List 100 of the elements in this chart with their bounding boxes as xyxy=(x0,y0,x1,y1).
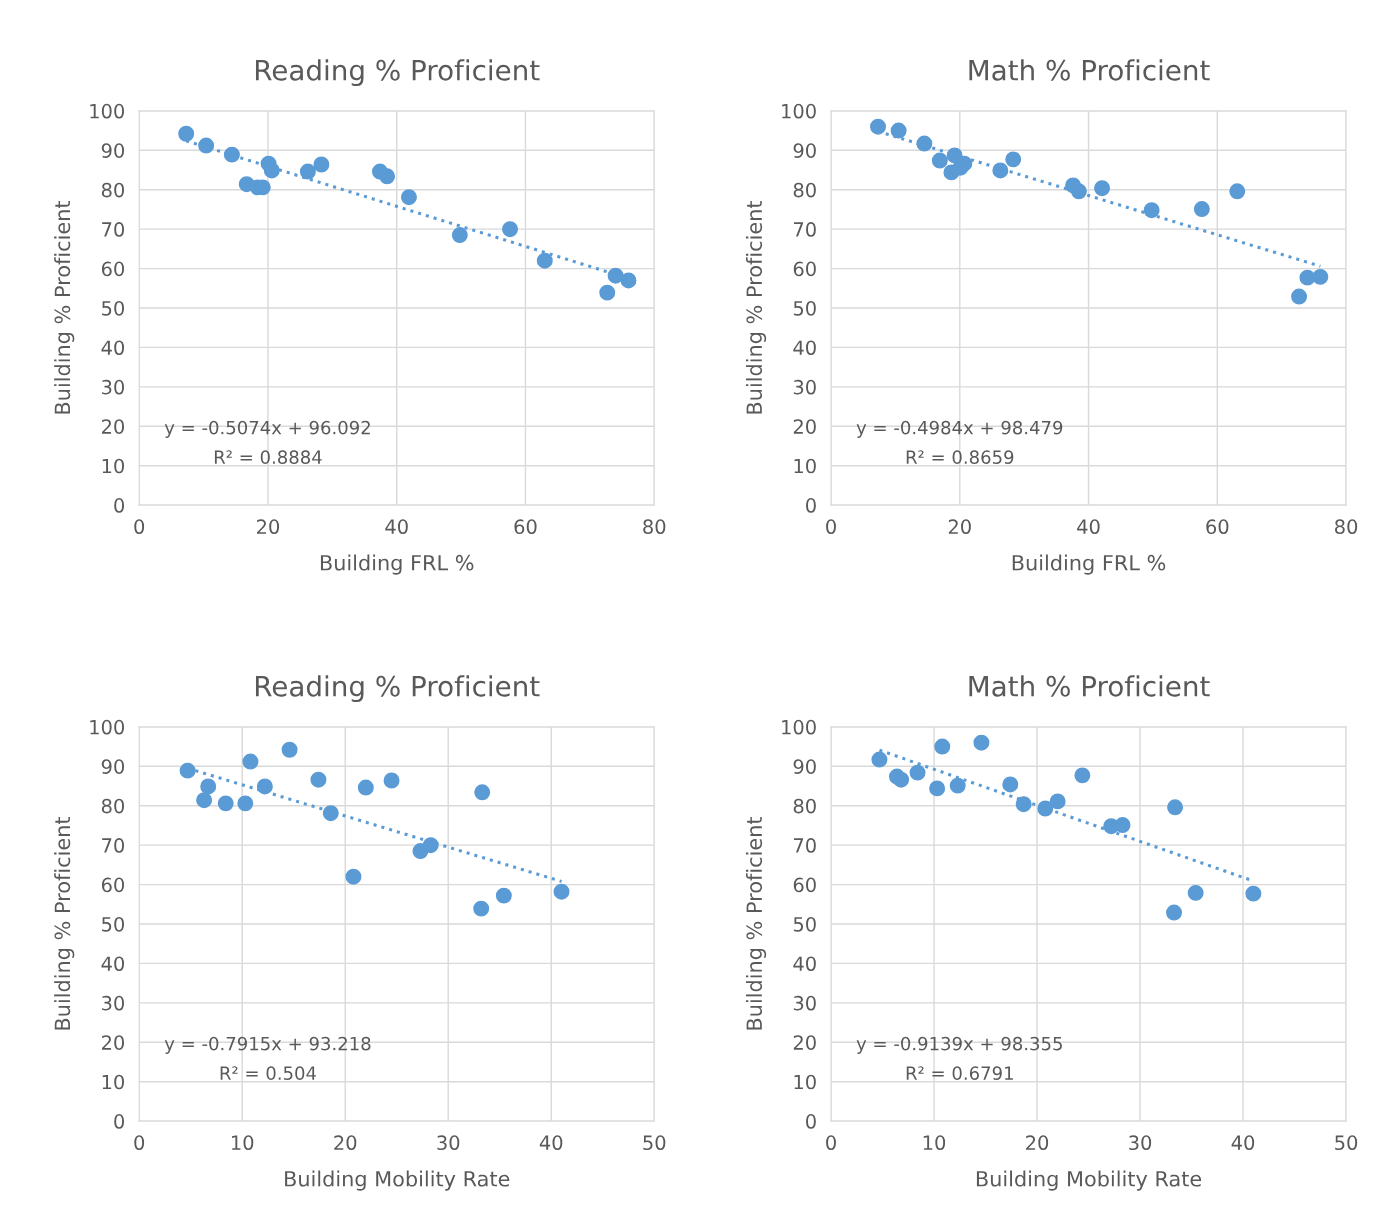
x-tick-label: 50 xyxy=(643,1135,666,1151)
point xyxy=(1094,180,1111,197)
point xyxy=(870,118,886,135)
point xyxy=(893,771,910,788)
point xyxy=(495,887,512,904)
point xyxy=(1114,817,1131,834)
y-tick-label: 30 xyxy=(102,995,125,1011)
point xyxy=(198,137,215,154)
point xyxy=(973,734,990,751)
y-tick-label: 20 xyxy=(793,1035,816,1050)
point xyxy=(992,162,1009,179)
y-tick-label: 30 xyxy=(793,379,816,395)
x-tick-label: 30 xyxy=(437,1135,460,1151)
point xyxy=(474,784,491,801)
point xyxy=(934,738,951,755)
x-tick-label: 20 xyxy=(948,519,971,535)
point xyxy=(1143,202,1160,219)
chart-title: Math % Proficient xyxy=(969,59,1210,81)
point xyxy=(451,227,468,244)
point xyxy=(379,168,396,185)
y-tick-label: 20 xyxy=(101,1035,125,1050)
x-tick-label: 20 xyxy=(1026,1135,1049,1151)
y-tick-label: 10 xyxy=(102,1074,125,1090)
y-tick-label: 70 xyxy=(102,222,125,237)
y-tick-label: 60 xyxy=(101,877,125,893)
point xyxy=(263,162,280,179)
y-tick-label: 40 xyxy=(101,956,125,972)
x-axis-title: Building Mobility Rate xyxy=(976,1170,1202,1191)
point xyxy=(620,272,637,289)
point xyxy=(322,805,339,822)
x-tick-label: 0 xyxy=(826,1135,836,1151)
y-tick-label: 10 xyxy=(794,458,816,474)
x-axis-title: Building FRL % xyxy=(1012,554,1166,575)
annotation: R² = 0.6791 xyxy=(906,1066,1013,1080)
point xyxy=(1291,288,1308,305)
point xyxy=(553,883,570,900)
x-tick-label: 50 xyxy=(1335,1135,1358,1151)
x-tick-label: 40 xyxy=(385,519,408,535)
x-tick-label: 60 xyxy=(1206,519,1229,535)
x-tick-label: 80 xyxy=(643,519,666,535)
point xyxy=(931,152,948,169)
annotation: R² = 0.504 xyxy=(220,1066,316,1080)
point xyxy=(281,741,298,758)
x-axis-title: Building Mobility Rate xyxy=(285,1170,510,1191)
y-axis-title: Building % Proficient xyxy=(54,200,75,414)
y-tick-label: 80 xyxy=(101,798,125,814)
x-tick-label: 60 xyxy=(514,519,537,535)
point xyxy=(1037,800,1054,817)
y-tick-label: 0 xyxy=(806,498,816,513)
point xyxy=(237,795,254,812)
chart-title: Reading % Proficient xyxy=(255,675,540,703)
point xyxy=(299,163,316,180)
y-tick-label: 50 xyxy=(102,300,125,316)
point xyxy=(1167,799,1184,816)
point xyxy=(1002,776,1019,793)
y-tick-label: 60 xyxy=(101,261,125,277)
point xyxy=(310,771,327,788)
y-tick-label: 80 xyxy=(793,798,816,814)
point xyxy=(473,900,490,917)
annotation: y = -0.5074x + 96.092 xyxy=(164,420,370,438)
y-tick-label: 40 xyxy=(793,340,816,356)
y-tick-label: 40 xyxy=(101,340,125,356)
point xyxy=(1187,884,1204,901)
point xyxy=(400,189,417,206)
annotation: y = -0.7915x + 93.218 xyxy=(164,1036,371,1054)
x-tick-label: 0 xyxy=(134,1135,145,1151)
point xyxy=(1312,268,1329,285)
point xyxy=(502,221,519,238)
point xyxy=(178,125,195,142)
point xyxy=(357,779,374,796)
point xyxy=(179,762,196,779)
y-tick-label: 0 xyxy=(806,1114,816,1129)
y-tick-label: 60 xyxy=(793,261,816,277)
point xyxy=(1015,796,1032,813)
point xyxy=(1245,885,1262,902)
annotation: R² = 0.8884 xyxy=(214,450,322,464)
point xyxy=(1229,183,1246,200)
x-tick-label: 0 xyxy=(826,519,836,535)
point xyxy=(217,795,234,812)
x-axis-title: Building FRL % xyxy=(320,554,474,575)
point xyxy=(313,156,330,173)
x-tick-label: 40 xyxy=(539,1135,563,1151)
y-tick-label: 50 xyxy=(793,300,816,316)
point xyxy=(1005,151,1022,168)
y-tick-label: 100 xyxy=(90,719,125,735)
point xyxy=(223,146,240,163)
x-tick-label: 20 xyxy=(257,519,280,535)
y-tick-label: 70 xyxy=(102,838,125,853)
point xyxy=(422,837,439,854)
point xyxy=(871,751,888,768)
chart-title: Math % Proficient xyxy=(969,675,1210,697)
point xyxy=(242,753,259,770)
point xyxy=(909,764,926,781)
y-tick-label: 40 xyxy=(793,956,816,972)
point xyxy=(890,122,907,139)
y-axis-title: Building % Proficient xyxy=(745,816,767,1030)
y-tick-label: 20 xyxy=(793,419,816,434)
y-tick-label: 90 xyxy=(101,759,125,774)
point xyxy=(1070,183,1087,200)
y-tick-label: 90 xyxy=(793,143,816,158)
